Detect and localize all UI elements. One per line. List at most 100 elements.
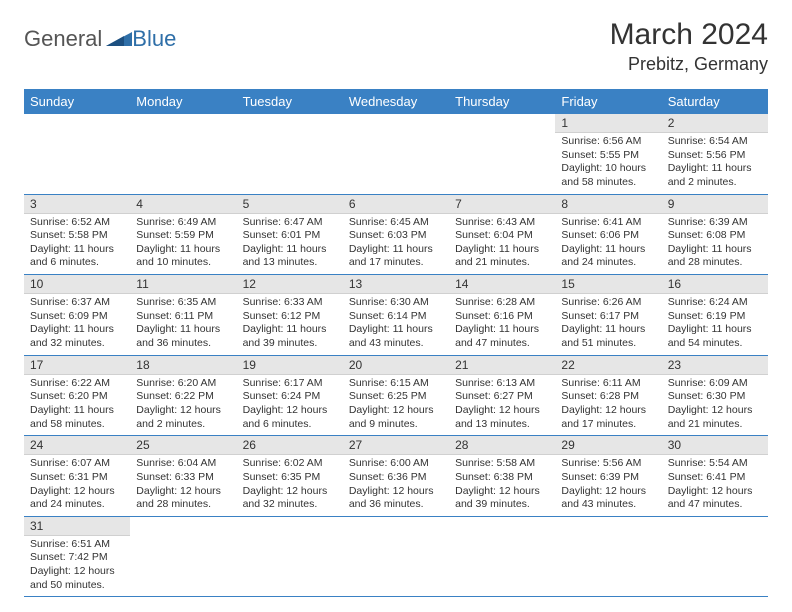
day-detail-line: Sunrise: 6:00 AM [349, 457, 443, 471]
day-number: 9 [662, 195, 768, 214]
day-number: 11 [130, 275, 236, 294]
weekday-header: Sunday [24, 89, 130, 114]
day-details: Sunrise: 6:49 AMSunset: 5:59 PMDaylight:… [130, 214, 236, 275]
day-detail-line: Sunrise: 6:56 AM [561, 135, 655, 149]
day-number: 22 [555, 356, 661, 375]
brand-logo: General Blue [24, 26, 176, 52]
day-detail-line: Daylight: 10 hours [561, 162, 655, 176]
day-detail-line: Sunrise: 6:07 AM [30, 457, 124, 471]
day-detail-line: Sunset: 6:19 PM [668, 310, 762, 324]
day-detail-line: Sunrise: 6:30 AM [349, 296, 443, 310]
calendar-day-cell: 8Sunrise: 6:41 AMSunset: 6:06 PMDaylight… [555, 194, 661, 275]
calendar-day-cell: 6Sunrise: 6:45 AMSunset: 6:03 PMDaylight… [343, 194, 449, 275]
day-detail-line: Sunrise: 6:49 AM [136, 216, 230, 230]
day-number: 21 [449, 356, 555, 375]
day-detail-line: Sunset: 6:12 PM [243, 310, 337, 324]
day-detail-line: Daylight: 12 hours [455, 485, 549, 499]
day-detail-line: Daylight: 11 hours [136, 243, 230, 257]
calendar-empty-cell [24, 114, 130, 194]
day-detail-line: Daylight: 12 hours [136, 404, 230, 418]
day-number: 28 [449, 436, 555, 455]
day-detail-line: Sunset: 6:17 PM [561, 310, 655, 324]
calendar-empty-cell [130, 516, 236, 597]
day-detail-line: Sunrise: 6:47 AM [243, 216, 337, 230]
weekday-header: Thursday [449, 89, 555, 114]
day-details: Sunrise: 6:22 AMSunset: 6:20 PMDaylight:… [24, 375, 130, 436]
day-number: 20 [343, 356, 449, 375]
day-number: 5 [237, 195, 343, 214]
calendar-day-cell: 4Sunrise: 6:49 AMSunset: 5:59 PMDaylight… [130, 194, 236, 275]
day-details: Sunrise: 6:45 AMSunset: 6:03 PMDaylight:… [343, 214, 449, 275]
day-detail-line: Sunset: 6:04 PM [455, 229, 549, 243]
day-detail-line: Sunrise: 6:28 AM [455, 296, 549, 310]
day-detail-line: Sunset: 6:27 PM [455, 390, 549, 404]
day-detail-line: Sunset: 6:06 PM [561, 229, 655, 243]
day-detail-line: Daylight: 12 hours [561, 485, 655, 499]
day-detail-line: Sunrise: 6:02 AM [243, 457, 337, 471]
day-detail-line: and 51 minutes. [561, 337, 655, 351]
day-details: Sunrise: 6:41 AMSunset: 6:06 PMDaylight:… [555, 214, 661, 275]
day-detail-line: Daylight: 11 hours [30, 243, 124, 257]
day-details: Sunrise: 6:52 AMSunset: 5:58 PMDaylight:… [24, 214, 130, 275]
day-detail-line: Daylight: 11 hours [668, 243, 762, 257]
calendar-day-cell: 25Sunrise: 6:04 AMSunset: 6:33 PMDayligh… [130, 436, 236, 517]
day-details: Sunrise: 6:15 AMSunset: 6:25 PMDaylight:… [343, 375, 449, 436]
day-detail-line: and 9 minutes. [349, 418, 443, 432]
day-detail-line: Sunrise: 6:51 AM [30, 538, 124, 552]
calendar-day-cell: 28Sunrise: 5:58 AMSunset: 6:38 PMDayligh… [449, 436, 555, 517]
day-detail-line: Sunset: 5:59 PM [136, 229, 230, 243]
day-detail-line: Sunrise: 6:35 AM [136, 296, 230, 310]
day-details: Sunrise: 6:07 AMSunset: 6:31 PMDaylight:… [24, 455, 130, 516]
day-details: Sunrise: 6:28 AMSunset: 6:16 PMDaylight:… [449, 294, 555, 355]
day-detail-line: Daylight: 11 hours [30, 323, 124, 337]
day-number: 8 [555, 195, 661, 214]
calendar-table: SundayMondayTuesdayWednesdayThursdayFrid… [24, 89, 768, 597]
day-detail-line: Daylight: 11 hours [561, 323, 655, 337]
day-detail-line: Daylight: 11 hours [136, 323, 230, 337]
day-details: Sunrise: 5:54 AMSunset: 6:41 PMDaylight:… [662, 455, 768, 516]
calendar-empty-cell [237, 516, 343, 597]
brand-mark-icon [106, 28, 132, 51]
day-details: Sunrise: 6:13 AMSunset: 6:27 PMDaylight:… [449, 375, 555, 436]
calendar-day-cell: 16Sunrise: 6:24 AMSunset: 6:19 PMDayligh… [662, 275, 768, 356]
day-detail-line: Sunset: 5:58 PM [30, 229, 124, 243]
calendar-empty-cell [449, 516, 555, 597]
day-detail-line: and 28 minutes. [668, 256, 762, 270]
day-details: Sunrise: 6:30 AMSunset: 6:14 PMDaylight:… [343, 294, 449, 355]
day-detail-line: Sunrise: 6:13 AM [455, 377, 549, 391]
month-title: March 2024 [610, 18, 768, 52]
calendar-day-cell: 19Sunrise: 6:17 AMSunset: 6:24 PMDayligh… [237, 355, 343, 436]
day-detail-line: and 47 minutes. [455, 337, 549, 351]
day-detail-line: Daylight: 11 hours [349, 243, 443, 257]
day-detail-line: Sunrise: 6:24 AM [668, 296, 762, 310]
day-detail-line: Sunset: 6:22 PM [136, 390, 230, 404]
day-details: Sunrise: 6:04 AMSunset: 6:33 PMDaylight:… [130, 455, 236, 516]
day-number: 19 [237, 356, 343, 375]
day-number: 24 [24, 436, 130, 455]
day-detail-line: and 36 minutes. [136, 337, 230, 351]
day-detail-line: Daylight: 12 hours [668, 485, 762, 499]
day-detail-line: and 47 minutes. [668, 498, 762, 512]
day-detail-line: and 39 minutes. [455, 498, 549, 512]
day-detail-line: Sunset: 6:08 PM [668, 229, 762, 243]
calendar-week-row: 3Sunrise: 6:52 AMSunset: 5:58 PMDaylight… [24, 194, 768, 275]
day-detail-line: Daylight: 12 hours [30, 485, 124, 499]
day-detail-line: Sunset: 6:11 PM [136, 310, 230, 324]
day-detail-line: Sunset: 6:28 PM [561, 390, 655, 404]
calendar-day-cell: 17Sunrise: 6:22 AMSunset: 6:20 PMDayligh… [24, 355, 130, 436]
day-detail-line: and 13 minutes. [243, 256, 337, 270]
day-number: 23 [662, 356, 768, 375]
day-number: 4 [130, 195, 236, 214]
day-number: 3 [24, 195, 130, 214]
calendar-day-cell: 10Sunrise: 6:37 AMSunset: 6:09 PMDayligh… [24, 275, 130, 356]
day-details: Sunrise: 6:51 AMSunset: 7:42 PMDaylight:… [24, 536, 130, 597]
day-number: 2 [662, 114, 768, 133]
day-details: Sunrise: 6:56 AMSunset: 5:55 PMDaylight:… [555, 133, 661, 194]
calendar-day-cell: 22Sunrise: 6:11 AMSunset: 6:28 PMDayligh… [555, 355, 661, 436]
day-number: 30 [662, 436, 768, 455]
day-detail-line: Sunset: 6:35 PM [243, 471, 337, 485]
day-detail-line: Sunset: 6:33 PM [136, 471, 230, 485]
calendar-day-cell: 14Sunrise: 6:28 AMSunset: 6:16 PMDayligh… [449, 275, 555, 356]
day-detail-line: and 28 minutes. [136, 498, 230, 512]
day-detail-line: Daylight: 12 hours [243, 404, 337, 418]
